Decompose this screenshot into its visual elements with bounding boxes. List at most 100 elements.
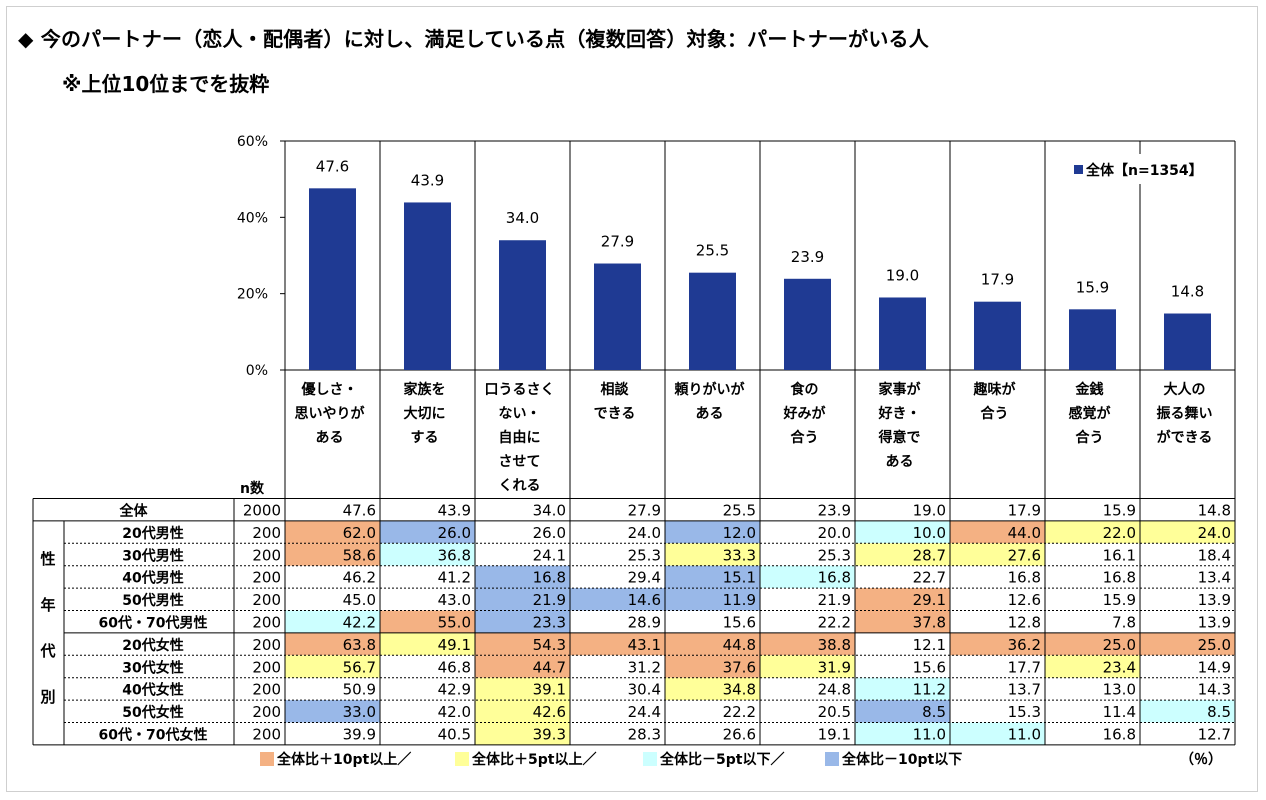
table-cell: 15.6 — [913, 658, 946, 676]
table-cell: 20.0 — [818, 524, 851, 542]
category-label: 大人の — [1164, 381, 1206, 398]
category-label: 振る舞い — [1157, 405, 1213, 422]
legend-label-plus10: 全体比＋10pt以上／ — [277, 752, 412, 768]
table-cell: 34.0 — [533, 502, 566, 520]
table-cell: 21.9 — [533, 591, 566, 609]
row-n: 200 — [252, 524, 281, 542]
table-cell: 39.1 — [533, 681, 566, 699]
row-label: 60代・70代女性 — [99, 727, 208, 744]
category-label: ある — [886, 454, 914, 470]
cell-highlight — [855, 543, 950, 566]
bar — [309, 188, 356, 370]
table-cell: 46.2 — [343, 569, 376, 587]
row-n: 200 — [252, 591, 281, 609]
cell-highlight — [380, 543, 475, 566]
category-label: 自由に — [499, 429, 541, 446]
bar-value-label: 43.9 — [411, 171, 444, 189]
legend-label-minus5: 全体比－5pt以下／ — [660, 752, 785, 768]
cell-highlight — [950, 520, 1045, 544]
bar-value-label: 27.9 — [601, 233, 634, 251]
table-cell: 23.3 — [533, 614, 566, 632]
cell-highlight — [665, 655, 760, 678]
y-tick-label: 60% — [237, 134, 268, 150]
table-cell: 44.7 — [533, 658, 566, 676]
y-tick-label: 40% — [237, 210, 268, 226]
cell-highlight — [475, 632, 570, 656]
legend-label-minus10: 全体比－10pt以下 — [842, 752, 963, 768]
table-cell: 20.5 — [818, 703, 851, 721]
cell-highlight — [285, 632, 380, 656]
table-cell: 10.0 — [913, 524, 946, 542]
table-cell: 24.0 — [628, 524, 661, 542]
table-cell: 45.0 — [343, 591, 376, 609]
table-cell: 11.4 — [1103, 703, 1136, 721]
legend-swatch-minus5 — [643, 752, 657, 766]
table-cell: 11.9 — [723, 591, 756, 609]
table-cell: 24.4 — [628, 703, 661, 721]
category-label: 感覚が — [1069, 405, 1112, 422]
table-cell: 40.5 — [438, 726, 471, 744]
cell-highlight — [950, 543, 1045, 566]
table-cell: 22.2 — [818, 614, 851, 632]
category-label: させて — [499, 454, 541, 470]
table-cell: 34.8 — [723, 681, 756, 699]
table-cell: 39.3 — [533, 726, 566, 744]
bar — [974, 301, 1021, 370]
table-cell: 16.8 — [818, 569, 851, 587]
table-cell: 24.0 — [1198, 524, 1231, 542]
table-cell: 22.0 — [1103, 524, 1136, 542]
cell-highlight — [665, 520, 760, 544]
category-label: ない・ — [499, 406, 541, 422]
table-cell: 47.6 — [343, 502, 376, 520]
table-cell: 37.6 — [723, 658, 756, 676]
table-cell: 24.1 — [533, 546, 566, 564]
cell-highlight — [855, 520, 950, 544]
category-label: 優しさ・ — [301, 381, 358, 398]
table-cell: 27.6 — [1008, 546, 1041, 564]
cell-highlight — [760, 565, 855, 589]
table-cell: 33.0 — [343, 703, 376, 721]
category-label: 合う — [981, 405, 1009, 422]
percent-unit: （％） — [1180, 752, 1222, 768]
cell-highlight — [855, 677, 950, 701]
row-label: 50代女性 — [122, 704, 183, 721]
cell-highlight — [1045, 520, 1140, 544]
table-cell: 13.4 — [1198, 569, 1231, 587]
table-cell: 29.1 — [913, 591, 946, 609]
table-cell: 13.0 — [1103, 681, 1136, 699]
cell-highlight — [665, 632, 760, 656]
table-cell: 46.8 — [438, 658, 471, 676]
cell-highlight — [665, 543, 760, 566]
table-cell: 18.4 — [1198, 546, 1231, 564]
table-cell: 12.8 — [1008, 614, 1041, 632]
table-cell: 16.8 — [1103, 726, 1136, 744]
table-cell: 31.2 — [628, 658, 661, 676]
category-label: 口うるさく — [485, 382, 555, 398]
table-cell: 26.0 — [533, 524, 566, 542]
legend-item-plus10: 全体比＋10pt以上／ — [260, 749, 411, 769]
row-label: 50代男性 — [122, 592, 183, 609]
table-cell: 43.1 — [628, 636, 661, 654]
legend-swatch-minus10 — [825, 752, 839, 766]
row-n: 200 — [252, 546, 281, 564]
bar-value-label: 15.9 — [1076, 278, 1109, 296]
table-cell: 22.7 — [913, 569, 946, 587]
category-label: 合う — [791, 429, 819, 446]
table-cell: 38.8 — [818, 636, 851, 654]
row-n: 200 — [252, 569, 281, 587]
table-cell: 25.0 — [1103, 636, 1136, 654]
table-cell: 28.3 — [628, 726, 661, 744]
cell-highlight — [1140, 520, 1235, 544]
cell-highlight — [285, 543, 380, 566]
cell-highlight — [1045, 655, 1140, 678]
cell-highlight — [570, 632, 665, 656]
table-cell: 12.0 — [723, 524, 756, 542]
table-cell: 23.4 — [1103, 658, 1136, 676]
table-cell: 19.1 — [818, 726, 851, 744]
category-label: 食の — [791, 381, 819, 398]
y-tick-label: 20% — [237, 287, 268, 303]
bar — [689, 272, 736, 370]
cell-highlight — [950, 722, 1045, 745]
row-n: 200 — [252, 726, 281, 744]
bar-value-label: 23.9 — [791, 248, 824, 266]
